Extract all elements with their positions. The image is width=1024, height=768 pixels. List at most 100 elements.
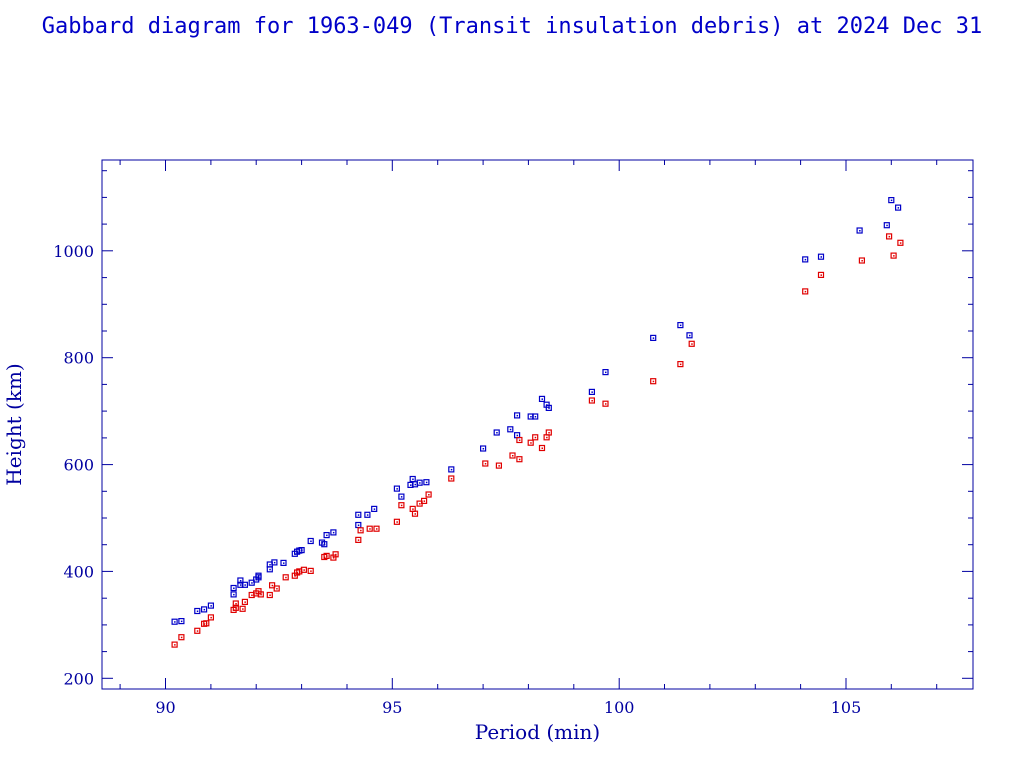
data-point (507, 426, 514, 433)
y-axis-label: Height (km) (2, 363, 26, 485)
data-point (207, 614, 214, 621)
data-point (357, 527, 364, 534)
data-point (171, 641, 178, 648)
x-tick-label: 95 (382, 698, 402, 717)
data-point (677, 322, 684, 329)
data-point (373, 525, 380, 532)
data-point (194, 627, 201, 634)
data-point (255, 572, 262, 579)
data-point (532, 413, 539, 420)
data-point (885, 233, 893, 240)
data-point (266, 591, 273, 599)
data-point (602, 369, 609, 376)
data-point (393, 485, 400, 492)
data-point (677, 361, 684, 368)
data-point (416, 479, 423, 486)
data-point (269, 582, 276, 589)
data-point (513, 412, 521, 419)
data-point (237, 577, 244, 584)
data-point (248, 579, 255, 586)
data-point (282, 574, 289, 581)
data-point (323, 552, 330, 560)
data-point (897, 239, 904, 246)
data-point (527, 439, 534, 446)
y-tick-label: 200 (63, 669, 94, 688)
data-point (207, 602, 214, 609)
data-point (493, 429, 500, 436)
data-point (802, 288, 809, 295)
data-point (650, 378, 657, 385)
data-point (398, 493, 405, 500)
data-point (203, 620, 210, 627)
data-point (495, 462, 502, 469)
data-point (448, 466, 455, 473)
y-tick-label: 400 (63, 562, 94, 581)
data-point (366, 525, 373, 532)
data-point (425, 491, 432, 498)
data-point (307, 567, 314, 575)
y-tick-label: 600 (63, 456, 94, 475)
data-point (230, 584, 237, 592)
data-point (538, 444, 546, 452)
data-point (588, 388, 596, 395)
data-point (509, 452, 516, 459)
data-point (323, 531, 330, 539)
data-point (858, 257, 866, 264)
data-point (538, 395, 546, 402)
data-point (890, 252, 897, 259)
data-point (545, 429, 552, 436)
data-point (448, 475, 455, 482)
data-point (364, 511, 371, 518)
data-point (602, 400, 609, 407)
data-point (298, 546, 305, 554)
data-point (516, 456, 523, 463)
axis-ticks (102, 160, 973, 689)
data-point (178, 617, 185, 625)
data-point (300, 566, 307, 573)
data-point (232, 604, 239, 611)
data-point (271, 559, 278, 566)
data-point (257, 591, 264, 598)
data-point (423, 479, 430, 486)
y-tick-label: 1000 (53, 242, 94, 261)
chart-title: Gabbard diagram for 1963-049 (Transit in… (41, 14, 983, 39)
data-point (409, 475, 416, 483)
data-point (480, 445, 487, 452)
data-point (398, 502, 405, 509)
y-tick-label: 800 (63, 349, 94, 368)
data-point (856, 227, 863, 234)
data-point (888, 197, 895, 204)
data-point (178, 634, 185, 641)
x-tick-label: 105 (831, 698, 862, 717)
data-point (688, 340, 695, 347)
data-point (355, 511, 362, 518)
data-point (650, 334, 657, 341)
data-point (482, 460, 489, 467)
data-point (194, 607, 201, 615)
data-point (280, 559, 287, 567)
data-point (411, 510, 419, 517)
data-point (230, 591, 237, 598)
data-points (171, 197, 904, 648)
data-point (421, 497, 428, 504)
data-point (802, 256, 809, 263)
data-point (330, 529, 337, 536)
data-point (201, 606, 208, 613)
data-point (171, 618, 178, 625)
data-point (239, 605, 246, 612)
data-point (355, 536, 362, 544)
x-tick-label: 90 (155, 698, 175, 717)
data-point (241, 598, 248, 606)
data-point (545, 404, 552, 411)
data-point (817, 253, 825, 260)
data-point (686, 332, 693, 339)
data-point (332, 551, 339, 558)
data-point (232, 600, 239, 607)
data-point (307, 537, 314, 545)
data-point (273, 585, 280, 592)
data-point (241, 581, 248, 588)
data-point (516, 436, 523, 444)
data-point (393, 518, 400, 525)
plot-frame (101, 159, 974, 690)
